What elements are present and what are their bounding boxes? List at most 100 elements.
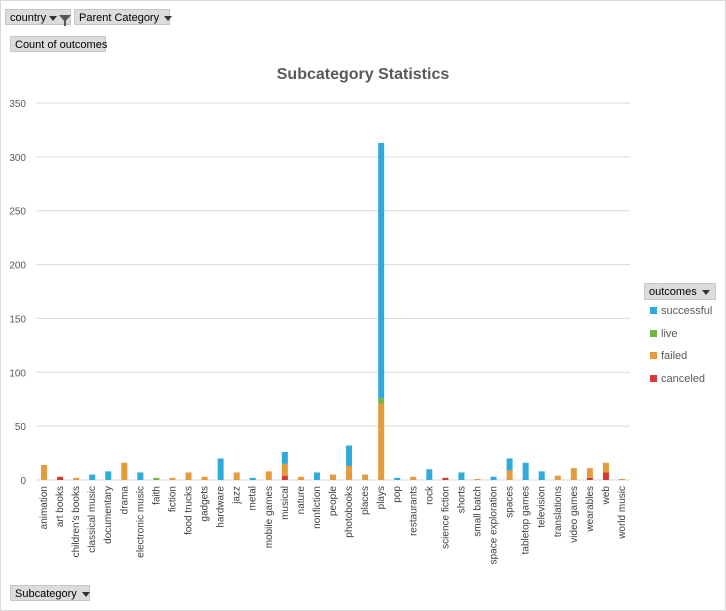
bar-segment-successful [89,474,96,480]
country-filter-button[interactable]: country [5,9,72,26]
chevron-down-icon [49,15,58,21]
x-tick-label: shorts [456,486,467,513]
bar-segment-successful [137,472,144,480]
chevron-down-icon [702,290,710,295]
bar-segment-failed [169,477,176,480]
legend-item-label: canceled [661,373,706,385]
x-tick-label: places [360,486,371,515]
x-tick-label: nature [296,486,307,515]
bar-segment-failed [73,477,80,480]
bar-segment-failed [41,464,48,480]
subcategory-axis-field-label: Subcategory [15,588,77,600]
legend-item-live: live [650,328,678,340]
x-tick-label: metal [248,486,259,510]
x-tick-label: plays [376,486,387,509]
x-tick-label: space exploration [489,486,500,564]
bar-segment-canceled [57,476,64,480]
bar-segment-failed [297,476,304,480]
outcomes-legend-filter-button[interactable]: outcomes [644,283,716,300]
x-tick-label: documentary [103,486,114,544]
x-tick-label: pop [392,486,403,503]
x-tick-label: translations [553,486,564,537]
bar-segment-failed [474,478,481,480]
bar-segment-successful [426,469,433,480]
legend-swatch [650,307,657,314]
chart-title: Subcategory Statistics [276,66,450,83]
bar-segment-canceled [586,477,593,480]
x-tick-label: gadgets [200,486,211,522]
legend-item-canceled: canceled [650,373,705,385]
bar-segment-failed [618,478,625,480]
bar-segment-failed [378,403,385,480]
x-tick-label: drama [119,486,130,515]
bar-segment-failed [265,471,272,480]
subcategory-axis-field-button[interactable]: Subcategory [10,585,90,601]
value-field-button[interactable]: Count of outcomes [10,36,107,52]
bar-segment-failed [233,472,240,480]
bar-segment-failed [506,470,513,480]
chevron-down-icon [164,15,173,21]
chevron-down-icon [81,591,90,597]
x-tick-label: hardware [216,486,227,528]
bar-segment-successful [506,458,513,471]
bar-segment-successful [490,476,497,480]
x-tick-label: small batch [472,486,483,537]
outcomes-legend-label: outcomes [649,286,697,298]
y-tick-label: 50 [15,422,27,433]
parent-category-filter-button[interactable]: Parent Category [74,9,173,25]
x-tick-label: web [601,486,612,506]
x-tick-label: television [537,486,548,528]
bar-segment-canceled [602,472,609,480]
bar-segment-failed [602,462,609,473]
bar-segment-failed [330,474,336,480]
bar-segment-failed [586,468,593,478]
bar-segment-successful [249,477,256,480]
y-tick-label: 150 [9,314,26,325]
x-tick-label: classical music [87,486,98,553]
x-tick-label: art books [55,486,66,527]
x-tick-label: fiction [167,486,178,512]
legend-swatch [650,375,657,382]
filter-icon [59,14,72,26]
x-tick-label: musical [280,486,291,520]
x-tick-label: world music [617,486,628,540]
x-tick-label: photobooks [344,486,355,538]
country-filter-label: country [10,12,47,24]
x-tick-label: food trucks [184,486,195,535]
x-tick-label: spaces [505,486,516,518]
legend-swatch [650,352,657,359]
bar-segment-successful [538,471,545,480]
bar-segment-failed [570,468,577,480]
bar-segment-successful [105,471,112,480]
legend-swatch [650,330,657,337]
bar-segment-successful [522,462,529,480]
x-tick-label: nonfiction [312,486,323,529]
bar-segment-successful [346,445,353,466]
bar-segment-canceled [442,477,449,480]
bar-segment-successful [281,451,288,464]
parent-category-filter-label: Parent Category [79,12,160,24]
x-tick-label: people [328,486,339,516]
bar-segment-successful [217,458,224,480]
x-tick-label: video games [569,486,580,543]
legend-item-successful: successful [650,305,712,317]
x-tick-label: electronic music [135,486,146,558]
y-tick-label: 0 [20,476,26,487]
legend-item-label: failed [661,350,688,362]
bar-segment-successful [313,472,320,480]
x-tick-label: restaurants [408,486,419,536]
bar-segment-failed [410,476,417,480]
bar-segment-canceled [281,475,288,480]
bar-segment-live [153,477,160,480]
bar-segment-successful [394,477,401,480]
y-tick-label: 250 [9,207,26,218]
legend-item-failed: failed [650,350,687,362]
y-tick-label: 100 [9,368,26,379]
bar-segment-failed [185,472,192,480]
bar-segment-failed [121,462,128,480]
bar-segment-failed [346,465,353,480]
x-tick-label: jazz [232,486,243,505]
x-tick-label: tabletop games [521,486,532,554]
x-tick-label: rock [424,485,435,505]
